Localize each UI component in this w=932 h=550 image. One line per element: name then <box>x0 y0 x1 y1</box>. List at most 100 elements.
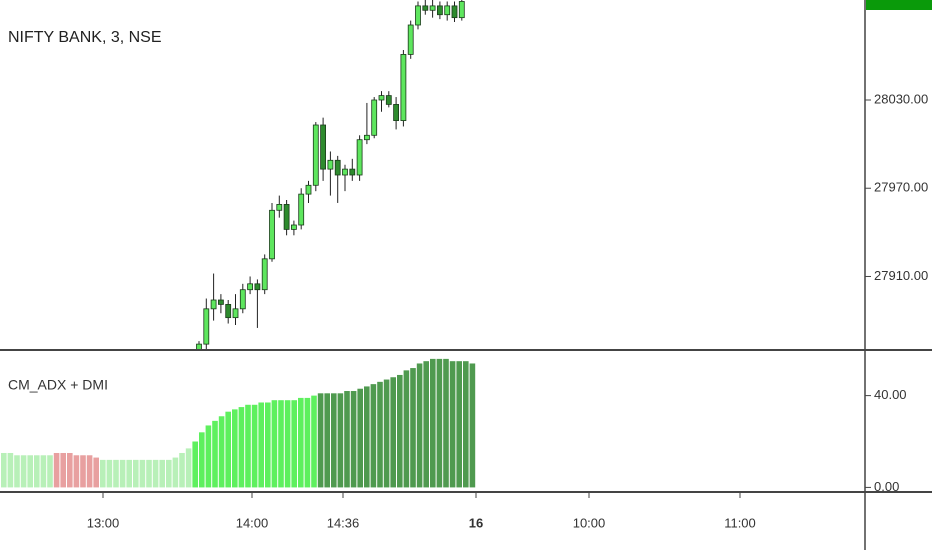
candle-body <box>254 283 261 291</box>
candle-body <box>225 304 232 319</box>
adx-bar <box>47 455 53 488</box>
adx-bar <box>40 455 47 488</box>
candle-body <box>320 124 327 170</box>
candle-body <box>429 5 436 11</box>
adx-bar <box>53 452 60 488</box>
adx-bar <box>410 368 416 488</box>
adx-bar <box>34 455 40 488</box>
adx-bar <box>205 425 212 488</box>
adx-bar <box>159 459 165 488</box>
adx-bar <box>463 361 469 488</box>
candle-body <box>378 95 385 101</box>
adx-bar <box>20 455 27 488</box>
adx-bar <box>423 361 429 488</box>
adx-bar <box>430 358 436 488</box>
candle-body <box>305 184 312 195</box>
indicator-title: CM_ADX + DMI <box>8 377 108 393</box>
adx-bar <box>265 402 271 488</box>
adx-bar <box>357 388 363 488</box>
candle-body <box>312 124 319 186</box>
x-tick-label: 11:00 <box>724 515 756 530</box>
adx-bar <box>436 358 443 488</box>
candle-body <box>261 258 268 291</box>
candle-body <box>203 308 210 345</box>
candle-body <box>283 204 290 230</box>
candle-body <box>371 99 378 136</box>
adx-bar <box>152 459 159 488</box>
candle-body <box>276 204 283 211</box>
adx-bar <box>258 402 264 488</box>
adx-bar <box>383 379 390 488</box>
adx-bar <box>192 441 198 488</box>
adx-bar <box>185 448 192 488</box>
adx-bar <box>218 416 225 488</box>
adx-bar <box>139 459 146 488</box>
candle-body <box>327 159 334 170</box>
candle-body <box>356 139 363 176</box>
adx-bar <box>311 395 317 488</box>
candle-body <box>210 299 217 310</box>
candle-body <box>269 209 275 260</box>
candle-body <box>196 343 202 350</box>
x-tick-label: 13:00 <box>87 515 120 530</box>
adx-bar <box>212 420 218 488</box>
adx-bar <box>119 459 126 488</box>
adx-bar <box>284 400 291 488</box>
adx-bar <box>291 400 297 488</box>
x-tick-label: 16 <box>469 515 483 530</box>
candle-body <box>385 95 392 105</box>
adx-bar <box>390 377 396 488</box>
adx-bar <box>344 391 350 488</box>
candle-body <box>458 1 465 19</box>
adx-bar <box>27 455 33 488</box>
x-tick-label: 14:00 <box>236 515 269 530</box>
adx-bar <box>271 400 278 488</box>
adx-bar <box>7 452 14 488</box>
candle-body <box>298 193 305 226</box>
candle-body <box>415 5 421 26</box>
adx-bar <box>1 452 7 488</box>
adx-bar <box>172 457 179 488</box>
candle-body <box>239 289 246 310</box>
candle-body <box>290 224 297 230</box>
adx-bar <box>337 393 344 488</box>
indicator-pane <box>1 358 476 488</box>
candle-body <box>407 24 414 55</box>
y-tick-label: 27970.00 <box>874 180 928 195</box>
candle-body <box>393 104 400 121</box>
adx-bar <box>166 459 172 488</box>
candle-body <box>217 299 224 305</box>
adx-bar <box>278 400 284 488</box>
candle-body <box>363 134 370 141</box>
last-price-tag <box>866 0 932 10</box>
adx-bar <box>225 411 231 488</box>
adx-bar <box>449 361 456 488</box>
adx-bar <box>377 381 383 488</box>
adx-bar <box>146 459 152 488</box>
adx-bar <box>238 407 245 488</box>
adx-bar <box>350 391 357 488</box>
adx-bar <box>304 397 311 488</box>
candle-body <box>342 168 348 176</box>
candle-body <box>444 5 451 16</box>
axes: 28030.00 27970.00 27910.00 40.00 0.00 13:00 14… <box>87 91 929 530</box>
adx-bar <box>456 361 462 488</box>
adx-bar <box>443 358 449 488</box>
y-tick-label: 28030.00 <box>874 91 928 106</box>
chart-title: NIFTY BANK, 3, NSE <box>8 29 162 46</box>
adx-bar <box>251 404 258 488</box>
adx-bar <box>126 459 132 488</box>
adx-bar <box>397 374 403 488</box>
adx-bar <box>370 384 377 488</box>
adx-bar <box>60 452 66 488</box>
adx-bar <box>403 370 410 488</box>
candle-body <box>232 308 239 319</box>
adx-bar <box>199 432 205 488</box>
candle-body <box>400 54 407 121</box>
candle-body <box>334 159 341 176</box>
y-tick-label: 0.00 <box>874 479 899 494</box>
candle-body <box>349 168 356 176</box>
y-tick-label: 40.00 <box>874 387 907 402</box>
adx-bar <box>298 397 304 488</box>
